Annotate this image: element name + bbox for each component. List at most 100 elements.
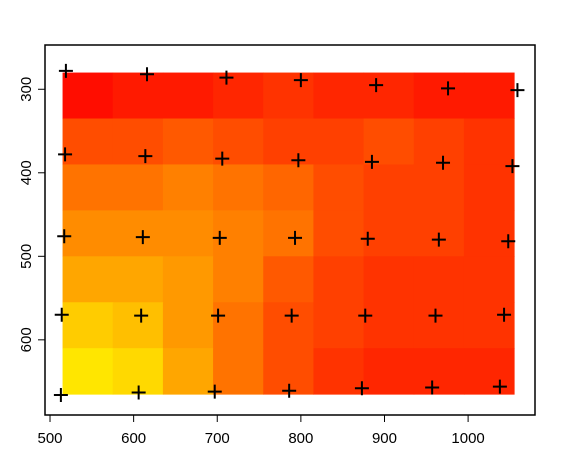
field-cell xyxy=(162,210,214,257)
field-cell xyxy=(363,210,415,257)
field-cell xyxy=(62,348,114,395)
cross-marker xyxy=(57,229,72,244)
field-cell xyxy=(363,164,415,211)
field-cell xyxy=(112,210,164,257)
cross-marker xyxy=(58,63,73,78)
y-tick-label: 600 xyxy=(18,327,35,352)
field-cell xyxy=(263,256,314,303)
field-cell xyxy=(313,348,365,395)
field-cell xyxy=(62,210,114,257)
x-tick-label: 500 xyxy=(38,430,63,447)
cross-marker xyxy=(364,154,379,169)
cross-marker xyxy=(131,385,146,400)
y-tick-label: 500 xyxy=(18,244,35,269)
field-cell xyxy=(62,72,114,119)
field-cell xyxy=(162,302,214,349)
cross-marker xyxy=(360,231,375,246)
cross-marker xyxy=(282,383,297,398)
cross-marker xyxy=(425,380,440,395)
field-cell xyxy=(463,302,515,349)
field-cell xyxy=(363,256,415,303)
field-cell xyxy=(162,164,214,211)
field-cell xyxy=(162,118,214,165)
field-cell xyxy=(162,72,214,119)
field-cell xyxy=(313,210,365,257)
cross-marker xyxy=(58,147,73,162)
y-tick-label: 400 xyxy=(18,160,35,185)
field-cell xyxy=(162,256,214,303)
field-cell xyxy=(313,256,365,303)
field-cell xyxy=(62,164,114,211)
cross-marker xyxy=(510,83,525,98)
cross-marker xyxy=(138,149,153,164)
field-cell xyxy=(112,302,164,349)
cross-marker xyxy=(293,73,308,88)
field-cell xyxy=(313,164,365,211)
field-cell xyxy=(463,72,515,119)
field-cell xyxy=(413,302,465,349)
field-cell xyxy=(363,302,415,349)
field-cell xyxy=(413,256,465,303)
field-cell xyxy=(112,256,164,303)
field-cell xyxy=(112,72,164,119)
field-cell xyxy=(313,118,365,165)
plot-frame xyxy=(44,44,536,416)
field-cell xyxy=(213,256,264,303)
field-cell xyxy=(313,72,365,119)
cross-marker xyxy=(291,153,306,168)
x-tick-label: 700 xyxy=(205,430,230,447)
field-cell xyxy=(62,256,114,303)
cross-marker xyxy=(505,159,520,174)
field-cell xyxy=(213,302,264,349)
field-cell xyxy=(463,210,515,257)
field-cell xyxy=(263,302,314,349)
cross-marker xyxy=(501,234,516,249)
field-cell xyxy=(413,164,465,211)
x-tick-label: 800 xyxy=(288,430,313,447)
cross-marker xyxy=(354,381,369,396)
cross-marker xyxy=(135,230,150,245)
cross-marker xyxy=(219,70,234,85)
cross-marker xyxy=(369,78,384,93)
field-cell xyxy=(313,302,365,349)
cross-marker xyxy=(436,155,451,170)
field-cell xyxy=(62,302,114,349)
field-cell xyxy=(263,210,314,257)
field-cell xyxy=(213,348,264,395)
cross-marker xyxy=(497,307,512,322)
cross-marker xyxy=(207,384,222,399)
y-tick-label: 300 xyxy=(18,77,35,102)
field-cell xyxy=(112,164,164,211)
x-tick-label: 600 xyxy=(121,430,146,447)
cross-marker xyxy=(441,81,456,96)
field-cell xyxy=(463,256,515,303)
cross-marker xyxy=(492,379,507,394)
field-cell xyxy=(112,118,164,165)
cross-marker xyxy=(53,387,68,402)
field-cell xyxy=(413,118,465,165)
field-cell xyxy=(463,164,515,211)
field-cell xyxy=(213,164,264,211)
cross-marker xyxy=(215,151,230,166)
field-cell xyxy=(162,348,214,395)
x-tick-label: 900 xyxy=(372,430,397,447)
cross-marker xyxy=(358,308,373,323)
cross-marker xyxy=(134,308,149,323)
cross-marker xyxy=(428,308,443,323)
field-cell xyxy=(263,118,314,165)
x-tick-label: 1000 xyxy=(451,430,484,447)
field-cell xyxy=(213,72,264,119)
cross-marker xyxy=(140,67,155,82)
field-cell xyxy=(413,72,465,119)
field-cell xyxy=(463,348,515,395)
cross-marker xyxy=(54,307,69,322)
cross-marker xyxy=(211,308,226,323)
field-cell xyxy=(213,210,264,257)
field-cell xyxy=(263,164,314,211)
field-cell xyxy=(363,72,415,119)
cross-marker xyxy=(284,308,299,323)
cross-marker xyxy=(288,230,303,245)
field-cell xyxy=(463,118,515,165)
